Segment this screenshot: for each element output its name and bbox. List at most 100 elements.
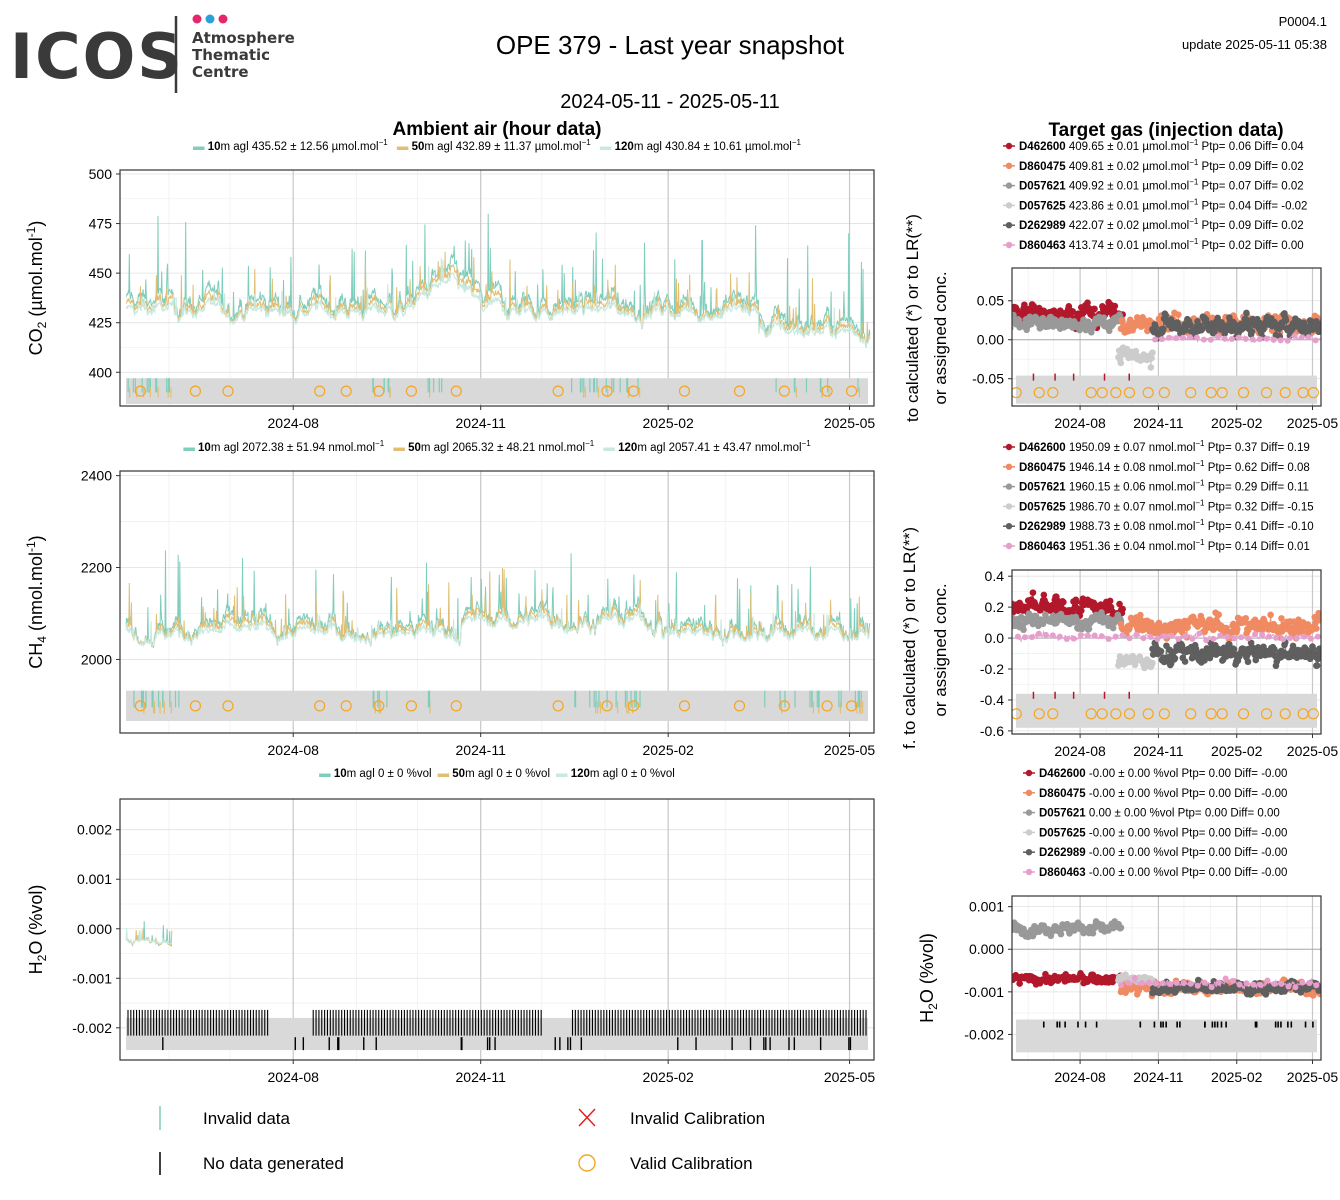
target-ch4-ylabel-1: f. to calculated (*) or to LR(**) [900,527,919,749]
point-D860463 [1238,634,1245,641]
point-D860463 [1257,981,1264,988]
point-D860463 [1182,633,1189,640]
target-legend-entry: D262989 1988.73 ± 0.08 nmol.mol−1 Ptp= 0… [1019,518,1314,533]
point-D262989 [1194,318,1201,325]
point-D860463 [1270,336,1277,343]
legend-valid-calibration: Valid Calibration [630,1154,753,1173]
plot-background [120,799,874,1060]
x-tick-label: 2024-08 [268,415,320,431]
point-D262989 [1316,327,1321,335]
valid-calibration-marker [1012,708,1022,720]
points-group [1012,918,1321,1053]
x-tick-label: 2024-08 [1054,743,1106,759]
valid-calibration-marker [1307,708,1319,720]
point-D860463 [1231,635,1238,642]
point-D462600 [1073,598,1080,605]
valid-calibration-marker [733,385,746,397]
valid-calibration-marker [778,385,790,397]
x-tick-label: 2025-05 [1287,415,1339,431]
point-D262989 [1230,645,1238,653]
point-D860463 [1215,979,1222,986]
point-D860463 [1214,333,1221,340]
logo-sub-3: Centre [192,63,249,81]
panel-ambient_ch4: 2000 2200 2400 2024-08 2024-11 2025-02 2025-05… [24,468,875,758]
point-D860463 [1105,635,1112,642]
point-D057625 [1117,359,1125,367]
valid-calibration-marker [821,385,833,397]
valid-calibration-marker [1279,708,1291,720]
plot-border [119,470,875,734]
valid-calibration-marker [1158,708,1170,720]
point-D462600 [1016,980,1023,987]
x-tick-label: 2024-08 [1054,415,1106,431]
valid-calibration-marker [778,700,790,712]
legend-swatch-dot [1005,142,1013,150]
point-D262989 [1313,662,1321,669]
point-D860463 [1285,983,1292,990]
point-D462600 [1069,308,1077,315]
target-section-title: Target gas (injection data) [1048,120,1283,141]
valid-calibration-marker [1110,708,1122,720]
point-D860463 [1208,984,1215,991]
point-D860463 [1235,334,1242,341]
point-D860463 [1158,336,1165,343]
point-D860475 [1210,625,1218,633]
point-D860463 [1201,979,1208,986]
y-axis-label: H2O (%vol) [26,885,49,975]
legend-swatch-dot [1005,222,1013,229]
legend-swatch-dot [1005,241,1013,249]
x-tick-label: 2024-08 [1054,1069,1106,1085]
point-D462600 [1078,607,1085,614]
y-tick-label: -0.001 [72,970,112,986]
plot-background [120,170,874,406]
valid-calibration-marker [1085,708,1097,720]
point-D462600 [1091,305,1098,313]
point-D860475 [1317,615,1321,622]
valid-calibration-marker [189,385,201,397]
valid-calibration-marker [1142,387,1154,399]
legend-swatch-dot [1005,182,1013,189]
x-tick-label: 2025-05 [824,1069,876,1085]
y-tick-label: 0.0 [985,630,1005,646]
point-D462600 [1111,302,1119,310]
point-D860463 [1252,631,1259,638]
valid-calibration-symbol [578,1154,596,1172]
logo-dot [205,14,215,24]
point-D860463 [1193,334,1200,341]
point-D262989 [1289,642,1297,650]
legend-invalid-calibration: Invalid Calibration [630,1109,765,1128]
point-D860463 [1077,631,1084,638]
legend-swatch-dot [1005,503,1013,510]
point-D462600 [1060,598,1067,606]
target-legend-entry: D262989 422.07 ± 0.02 µmol.mol−1 Ptp= 0.… [1019,217,1304,232]
point-D860463 [1140,635,1147,642]
y-tick-label: 0.2 [985,599,1005,615]
x-tick-label: 2025-02 [1211,743,1263,759]
plot-border [119,798,875,1061]
y-tick-label: -0.002 [72,1020,112,1036]
y-tick-label: 0.001 [969,899,1004,915]
panel-target_h2o: -0.002 -0.001 0.000 0.001 2024-08 2024-11 2025… [964,895,1338,1085]
point-D462600 [1030,302,1038,310]
point-D057625 [1148,354,1155,362]
point-D860463 [1187,980,1194,987]
target-legend-entry: D462600 409.65 ± 0.01 µmol.mol−1 Ptp= 0.… [1019,138,1304,153]
target-legend-entry: D860475 409.81 ± 0.02 µmol.mol−1 Ptp= 0.… [1019,158,1304,173]
valid-calibration-marker [1216,708,1228,720]
points-group [1012,298,1321,404]
point-D860463 [1154,635,1161,642]
icos-logo: ICOS Atmosphere Thematic Centre [10,14,295,93]
valid-calibration-marker [1123,387,1136,399]
point-D860463 [1250,981,1257,988]
y-tick-label: -0.001 [964,984,1004,1000]
point-D860463 [1271,980,1278,987]
y-tick-label: 2200 [81,560,112,576]
target-legend-entry: D262989 -0.00 ± 0.00 %vol Ptp= 0.00 Diff… [1039,847,1287,859]
valid-calibration-marker [405,385,418,397]
plot-border [119,169,875,407]
point-D860463 [1207,336,1214,343]
point-D860463 [1180,980,1187,987]
point-D860463 [1166,981,1173,988]
point-D860463 [1145,979,1152,986]
valid-calibration-marker [1237,387,1250,399]
